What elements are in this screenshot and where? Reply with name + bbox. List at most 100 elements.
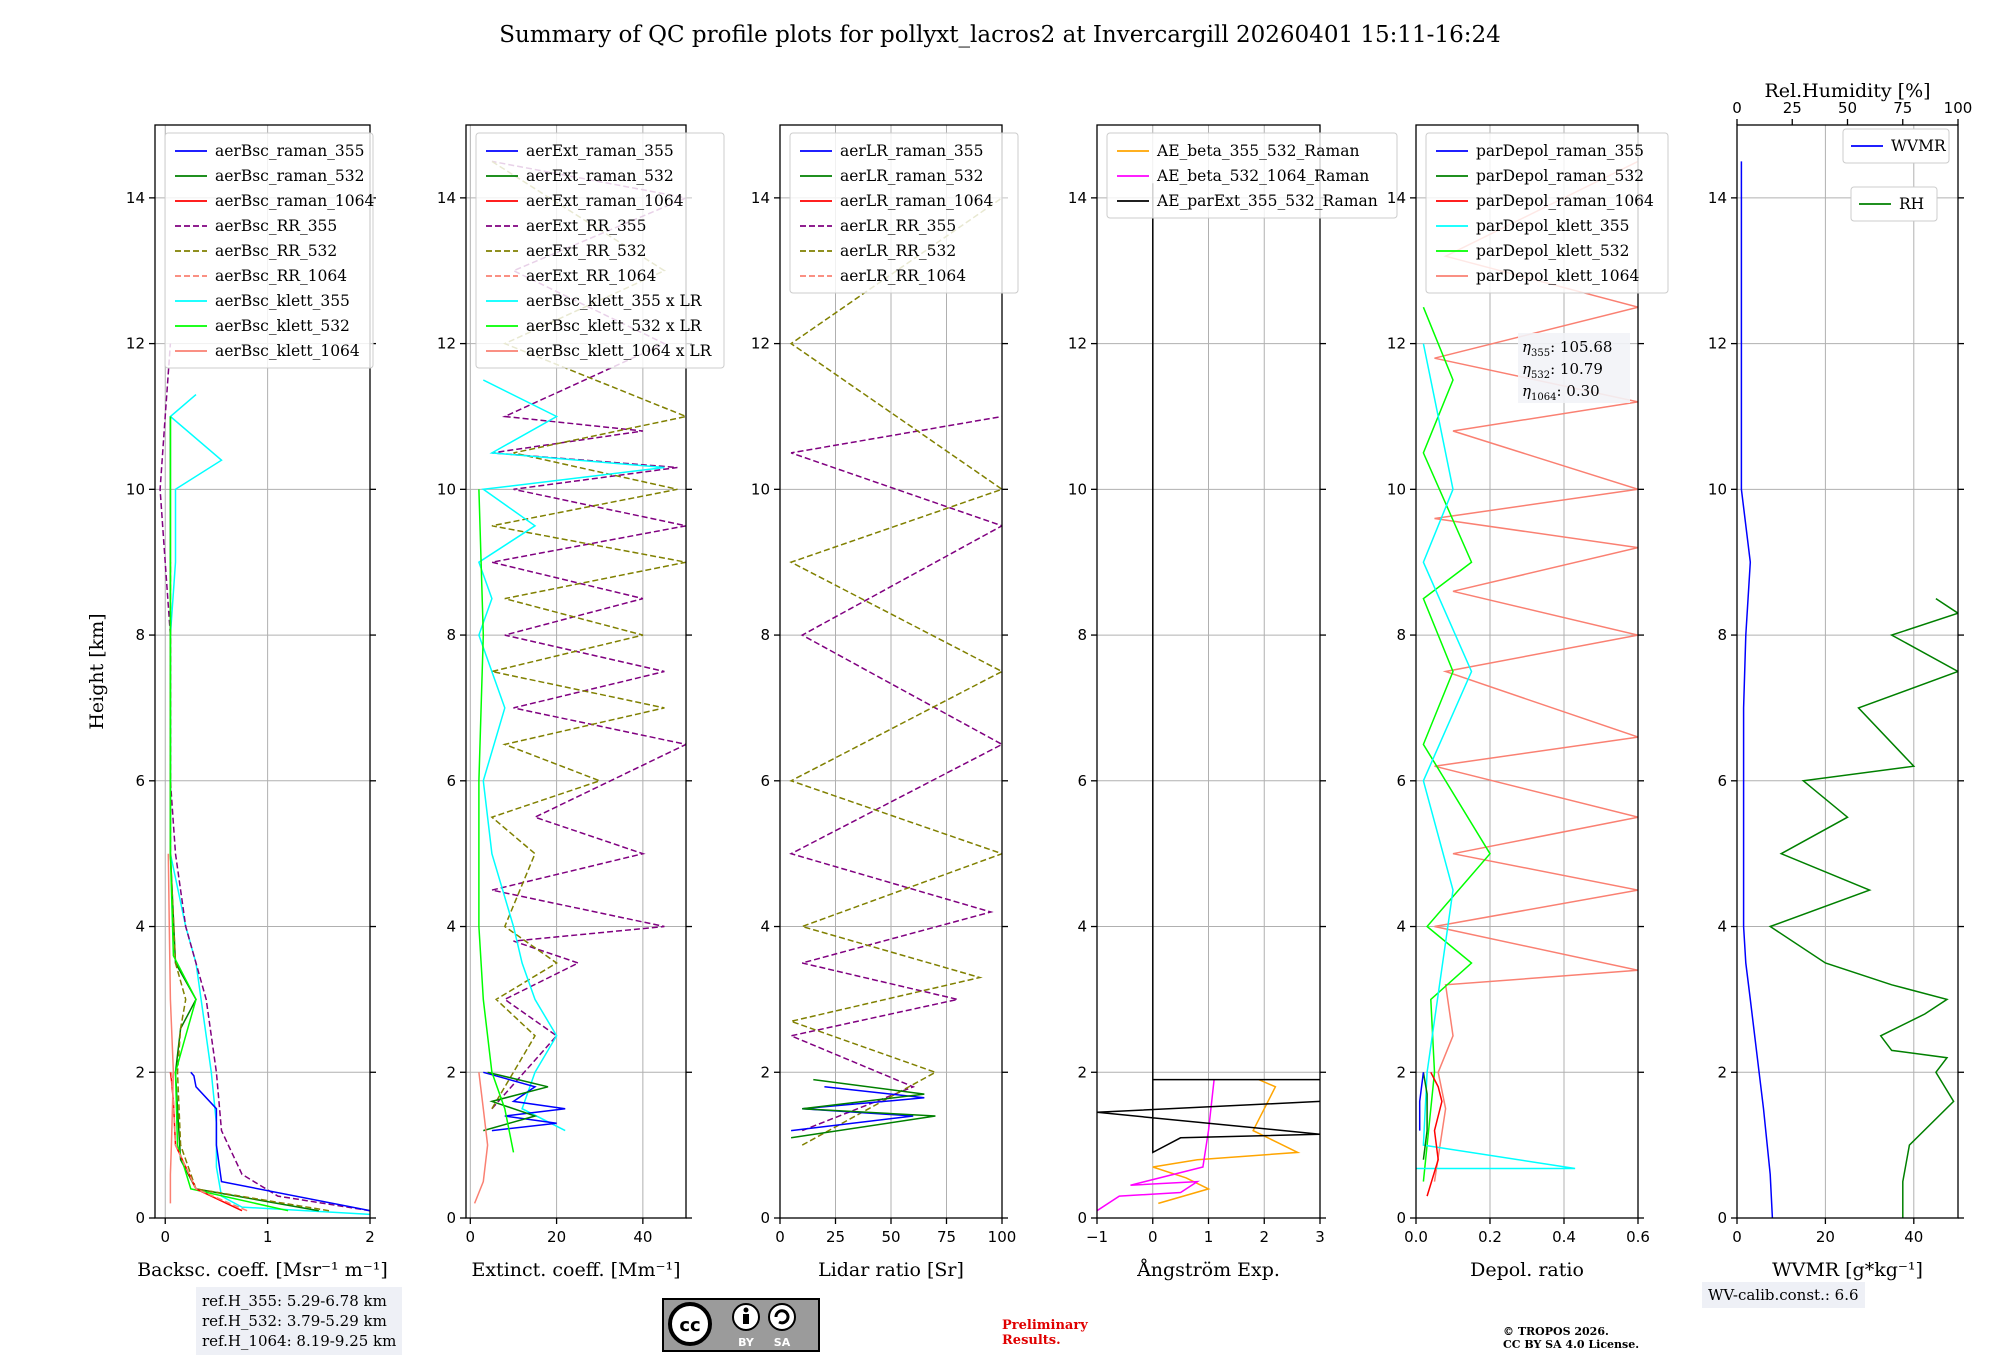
series-aerExt_raman_355 bbox=[483, 1071, 566, 1132]
y-tick-label: 6 bbox=[1396, 772, 1406, 790]
y-tick-label: 4 bbox=[1396, 918, 1406, 936]
y-tick-label: 10 bbox=[751, 480, 770, 498]
legend-backscatter: aerBsc_raman_355 aerBsc_raman_532 aerBsc_r… bbox=[164, 132, 375, 369]
x-tick-label: 0.0 bbox=[1404, 1228, 1428, 1246]
y-tick-label: 6 bbox=[760, 772, 770, 790]
eta-label-532: η532: 10.79 bbox=[1522, 360, 1603, 381]
legend-depol: parDepol_raman_355 parDepol_raman_532 parD… bbox=[1425, 132, 1669, 294]
y-tick-label: 14 bbox=[1708, 189, 1727, 207]
legend-label: WVMR bbox=[1891, 137, 1947, 155]
cc-by-label: BY bbox=[738, 1336, 755, 1349]
legend-box bbox=[1850, 186, 1938, 222]
legend-angstrom: AE_beta_355_532_Raman AE_beta_532_1064_Ra… bbox=[1106, 132, 1398, 219]
legend-label: parDepol_klett_532 bbox=[1476, 242, 1629, 260]
x-axis-label: Lidar ratio [Sr] bbox=[818, 1259, 964, 1281]
series-parDepol_klett_1064 bbox=[1433, 160, 1638, 1182]
series-aerBsc_klett_355 x LR bbox=[477, 379, 665, 1132]
y-tick-label: 6 bbox=[1717, 772, 1727, 790]
series-AE_beta_355_532_Raman bbox=[1152, 1078, 1301, 1205]
y-tick-label: 0 bbox=[760, 1209, 770, 1227]
y-tick-label: 14 bbox=[751, 189, 770, 207]
legend-label: aerLR_RR_1064 bbox=[840, 267, 966, 285]
y-tick-label: 8 bbox=[135, 626, 145, 644]
ref-height-1064: ref.H_1064: 8.19-9.25 km bbox=[202, 1332, 397, 1350]
series-WVMR bbox=[1740, 161, 1774, 1218]
x-tick-label: −1 bbox=[1086, 1228, 1108, 1246]
legend-label: aerBsc_klett_532 x LR bbox=[526, 317, 703, 335]
x-tick-label: 40 bbox=[633, 1228, 652, 1246]
legend-label: aerBsc_klett_1064 x LR bbox=[526, 342, 713, 360]
y-tick-label: 8 bbox=[446, 626, 456, 644]
y-tick-label: 12 bbox=[126, 335, 145, 353]
x-axis-label: WVMR [g*kg⁻¹] bbox=[1772, 1259, 1923, 1281]
series-aerBsc_klett_532 x LR bbox=[478, 489, 515, 1153]
legend-wvmr: WVMR bbox=[1842, 128, 1950, 164]
y-tick-label: 0 bbox=[135, 1209, 145, 1227]
series-aerBsc_klett_532 bbox=[169, 416, 289, 1212]
x-tick-label: 1 bbox=[263, 1228, 273, 1246]
x-tick-label: 0 bbox=[466, 1228, 476, 1246]
legend-label: aerLR_raman_1064 bbox=[840, 192, 993, 210]
ref-height-355: ref.H_355: 5.29-6.78 km bbox=[202, 1292, 387, 1310]
series-parDepol_klett_532 bbox=[1422, 306, 1491, 1182]
x2-tick-label: 75 bbox=[1893, 99, 1912, 117]
series-group-lidarratio bbox=[788, 197, 1002, 1146]
legend-label: aerLR_raman_355 bbox=[840, 142, 983, 160]
x2-tick-label: 25 bbox=[1783, 99, 1802, 117]
x-tick-label: 75 bbox=[937, 1228, 956, 1246]
series-aerBsc_klett_1064 bbox=[167, 853, 175, 1204]
legend-label: parDepol_klett_355 bbox=[1476, 217, 1629, 235]
series-group-extinction bbox=[473, 160, 686, 1204]
y-tick-label: 14 bbox=[1387, 189, 1406, 207]
legend-label: aerExt_raman_532 bbox=[526, 167, 674, 185]
x-axis-label: Ångström Exp. bbox=[1136, 1259, 1280, 1281]
x2-tick-label: 0 bbox=[1732, 99, 1742, 117]
legend-label: AE_parExt_355_532_Raman bbox=[1156, 192, 1378, 210]
legend-label: aerExt_RR_1064 bbox=[526, 267, 657, 285]
x-tick-label: 0 bbox=[160, 1228, 170, 1246]
legend-label: aerBsc_RR_355 bbox=[215, 217, 337, 235]
series-aerLR_raman_532 bbox=[790, 1078, 936, 1139]
y-tick-label: 10 bbox=[1068, 480, 1087, 498]
series-aerExt_RR_532 bbox=[490, 160, 686, 1110]
series-parDepol_klett_355 bbox=[1416, 343, 1576, 1170]
series-aerBsc_raman_532 bbox=[169, 416, 319, 1212]
axes-frame bbox=[465, 124, 687, 1219]
panel-lidarratio: 0 2 4 6 8 10 12 14 0 25 50 75 100 Lidar ratio [Sr] aer… bbox=[751, 124, 1019, 1281]
series-parDepol_raman_532 bbox=[1422, 1072, 1428, 1160]
y-tick-label: 12 bbox=[1708, 335, 1727, 353]
legend-label: aerExt_raman_355 bbox=[526, 142, 674, 160]
y-tick-label: 8 bbox=[1077, 626, 1087, 644]
y-tick-label: 12 bbox=[1068, 335, 1087, 353]
preliminary-notice: Preliminary Results. bbox=[1002, 1318, 1088, 1348]
legend-extinction: aerExt_raman_355 aerExt_raman_532 aerExt_r… bbox=[475, 132, 725, 369]
x-tick-label: 0.2 bbox=[1478, 1228, 1502, 1246]
legend-label: aerExt_RR_355 bbox=[526, 217, 647, 235]
y-tick-label: 2 bbox=[1717, 1063, 1727, 1081]
x-tick-label: 40 bbox=[1904, 1228, 1923, 1246]
wv-calibration-constant: WV-calib.const.: 6.6 bbox=[1708, 1286, 1859, 1304]
x-tick-label: 2 bbox=[365, 1228, 375, 1246]
series-AE_beta_532_1064_Raman bbox=[1097, 1079, 1215, 1212]
legend-label: aerBsc_klett_1064 bbox=[215, 342, 360, 360]
x2-tick-label: 100 bbox=[1944, 99, 1973, 117]
x-tick-label: 1 bbox=[1204, 1228, 1214, 1246]
x-tick-label: 0 bbox=[775, 1228, 785, 1246]
y-tick-label: 6 bbox=[1077, 772, 1087, 790]
x-axis-label: Depol. ratio bbox=[1470, 1259, 1584, 1281]
annotation-box bbox=[1518, 333, 1630, 403]
axes-frame bbox=[154, 124, 371, 1219]
y-tick-label: 10 bbox=[126, 480, 145, 498]
series-aerLR_RR_355 bbox=[788, 415, 1002, 1132]
legend-label: aerExt_RR_532 bbox=[526, 242, 647, 260]
cc-license-badge: cc BY SA bbox=[662, 1298, 820, 1352]
legend-label: aerBsc_raman_355 bbox=[215, 142, 365, 160]
y-tick-label: 10 bbox=[1708, 480, 1727, 498]
series-group-angstrom bbox=[1097, 183, 1320, 1212]
legend-box bbox=[1106, 132, 1398, 219]
cc-sa-label: SA bbox=[774, 1336, 791, 1349]
series-parDepol_raman_355 bbox=[1418, 1072, 1425, 1131]
legend-label: aerBsc_RR_532 bbox=[215, 242, 337, 260]
y-tick-label: 12 bbox=[1387, 335, 1406, 353]
